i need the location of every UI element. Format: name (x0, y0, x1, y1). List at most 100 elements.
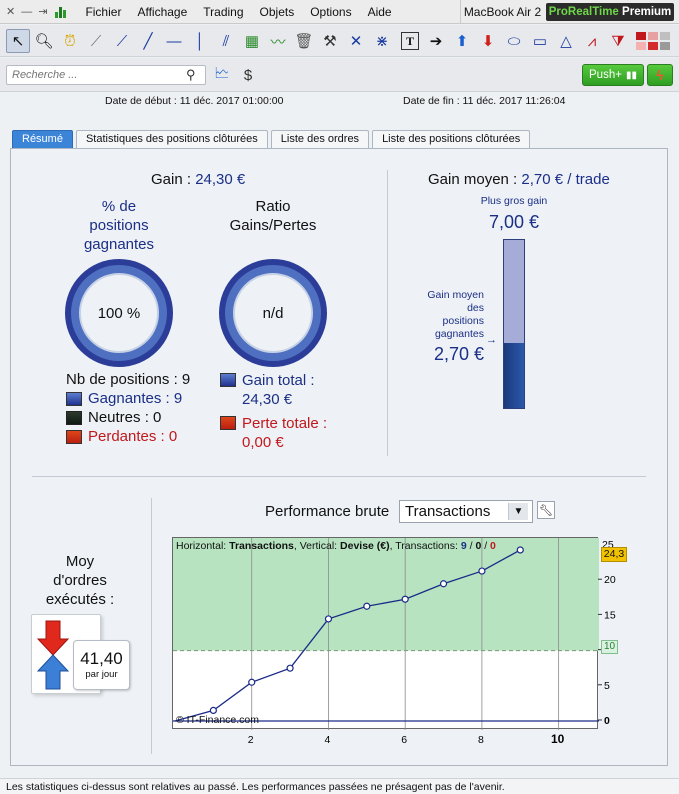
chart-header-horizontal: Horizontal: (176, 540, 227, 552)
cursor-icon[interactable]: ↖ (6, 29, 30, 53)
avg-gain-label: Gain moyen : (428, 171, 518, 188)
push-chart-icon: ▮▮ (625, 69, 637, 81)
chart-ref-badge: 10 (601, 640, 618, 654)
wrench-icon[interactable]: 🔧︎ (537, 501, 555, 519)
gain-total-value: 24,30 € (242, 391, 293, 408)
pointer-arrow-icon: → (486, 334, 497, 346)
segment-icon[interactable]: ⟋ (116, 32, 128, 50)
chart-header-vertical-value: Devise (€) (340, 540, 390, 552)
pattern-icon[interactable]: ⧩ (611, 32, 625, 50)
menu-objets[interactable]: Objets (259, 4, 295, 19)
tab-liste-positions[interactable]: Liste des positions clôturées (372, 130, 531, 148)
chart-header-transactions: , Transactions: (389, 540, 458, 552)
search-icon[interactable]: ⚲ (186, 67, 196, 82)
chart-point (324, 615, 333, 623)
biggest-gain-label: Plus gros gain (480, 195, 548, 207)
minimize-icon[interactable]: — (21, 5, 33, 18)
fibonacci-icon[interactable]: ⋇ (375, 33, 389, 50)
chart-xtick-label: 2 (248, 734, 254, 746)
push-label: Push+ (589, 69, 622, 81)
chart-point (478, 567, 486, 575)
search-input[interactable] (6, 65, 206, 85)
horizontal-divider (32, 476, 646, 477)
vertical-line-icon[interactable]: │ (195, 32, 205, 50)
pin-icon[interactable]: ⇥ (38, 6, 48, 18)
avg-orders-label-line1: Moy (65, 553, 95, 570)
tab-statistiques[interactable]: Statistiques des positions clôturées (75, 130, 268, 148)
legend-swatch-neutral (66, 411, 82, 425)
avg-orders-value: 41,40 (80, 649, 123, 668)
chart-point (401, 595, 409, 603)
chart-xtick-label: 8 (478, 734, 484, 746)
regression-icon[interactable]: ▦ (244, 33, 260, 50)
triangle-icon[interactable]: △ (560, 33, 572, 50)
ruler-icon[interactable]: ⟋ (90, 32, 102, 50)
tx-losing: 0 (490, 540, 496, 552)
tx-winning: 9 (460, 540, 467, 552)
performance-label: Performance brute (265, 503, 390, 520)
rectangle-icon[interactable]: ▭ (532, 33, 548, 50)
perte-totale: Perte totale : 0,00 € (242, 414, 327, 452)
trash-icon[interactable]: 🗑︎ (294, 33, 314, 50)
ratio-label-line2: Gains/Pertes (229, 217, 317, 234)
avg-orders-label-line3: exécutés : (45, 591, 115, 608)
chart-header: Horizontal: Transactions, Vertical: Devi… (176, 540, 496, 552)
dollar-icon[interactable]: $ (243, 66, 253, 84)
legend-swatch-perte-totale (220, 416, 236, 430)
zoom-icon[interactable]: 🔍︎ (34, 33, 54, 50)
gain-total: Gain total : 24,30 € (242, 371, 315, 409)
menu-options[interactable]: Options (310, 4, 352, 19)
ratio-donut: n/d (219, 259, 327, 367)
line-icon[interactable]: ╱ (143, 33, 153, 50)
chart-ytick-label: 20 (604, 574, 616, 586)
avg-gain-line: Gain moyen : 2,70 € / trade (428, 171, 610, 188)
app-logo-icon (55, 5, 67, 19)
alarm-icon[interactable]: ⏰︎ (64, 32, 76, 50)
bolt-button[interactable]: ϟ (647, 64, 673, 86)
text-icon[interactable]: T (401, 32, 419, 50)
menu-affichage[interactable]: Affichage (137, 4, 188, 19)
tools-icon[interactable]: ⚒︎ (323, 33, 337, 50)
arrow-right-icon[interactable]: ➔ (429, 33, 443, 50)
ratio-donut-ring: n/d (225, 265, 321, 361)
chart-point (286, 664, 294, 672)
avg-gain-bar-fill (504, 343, 524, 408)
horizontal-line-icon[interactable]: — (166, 32, 182, 50)
channel-icon[interactable]: ⫽ (222, 32, 230, 50)
perte-totale-value: 0,00 € (242, 434, 284, 451)
brand-badge: ProRealTime Premium (546, 3, 674, 21)
ellipse-icon[interactable]: ⬭ (507, 32, 521, 50)
fan-icon[interactable]: ✕ (349, 33, 363, 50)
push-button[interactable]: Push+ ▮▮ (582, 64, 644, 86)
trend-icon[interactable]: 〰 (270, 33, 286, 51)
arrow-down-icon[interactable]: ⬇ (481, 33, 495, 50)
tab-resume[interactable]: Résumé (12, 130, 73, 148)
chart-point (248, 678, 256, 686)
chart-window-icon[interactable]: 🗠 (214, 64, 230, 82)
tab-liste-ordres[interactable]: Liste des ordres (270, 130, 370, 148)
gain-total-label: Gain total : (242, 372, 315, 389)
chart-copyright: © IT-Finance.com (176, 714, 260, 726)
chart-series-line (174, 549, 521, 722)
chart-xtick-label: 10 (551, 732, 565, 746)
menu-trading[interactable]: Trading (203, 4, 244, 19)
chevron-down-icon[interactable]: ▼ (508, 503, 528, 520)
chart-ytick-label: 25 (602, 539, 614, 551)
neutral-count: Neutres : 0 (88, 409, 162, 426)
colors-icon[interactable] (634, 29, 674, 53)
menu-fichier[interactable]: Fichier (85, 4, 122, 19)
gain-label: Gain : (151, 171, 192, 188)
date-range: Date de début : 11 déc. 2017 01:00:00 Da… (0, 93, 679, 111)
end-date: Date de fin : 11 déc. 2017 11:26:04 (403, 95, 566, 107)
performance-dropdown[interactable]: Transactions ▼ (399, 500, 533, 523)
chart-max-badge: 24,3 (601, 547, 627, 562)
zigzag-icon[interactable]: ⩘ (587, 32, 597, 50)
menu-aide[interactable]: Aide (367, 4, 392, 19)
chart-ytick-label: 5 (604, 680, 610, 692)
tx-neutral: 0 (475, 540, 482, 552)
chart-point (516, 546, 524, 554)
close-icon[interactable]: ✕ (6, 6, 16, 18)
orders-paper-icon (31, 614, 101, 694)
legend-swatch-losing (66, 430, 82, 444)
arrow-up-icon[interactable]: ⬆ (455, 33, 469, 50)
